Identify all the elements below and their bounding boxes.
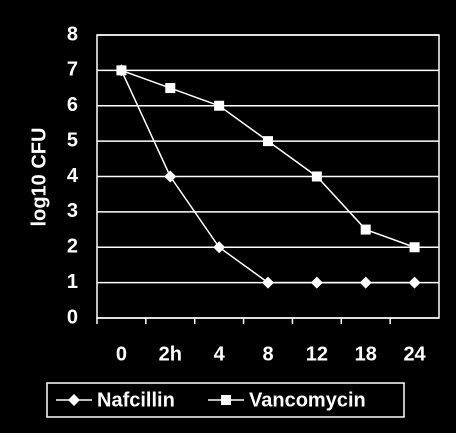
legend-label: Vancomycin [249, 389, 366, 411]
marker [68, 394, 80, 406]
y-tick-label: 6 [67, 94, 78, 116]
x-tick-label: 24 [403, 343, 426, 365]
x-tick-label: 0 [116, 343, 127, 365]
y-tick-label: 4 [67, 165, 79, 187]
marker [164, 170, 177, 183]
marker [263, 136, 273, 147]
y-tick-label: 3 [67, 200, 78, 222]
marker [213, 241, 226, 254]
x-tick-label: 8 [262, 343, 273, 365]
legend-box [46, 382, 405, 418]
marker [408, 276, 421, 289]
y-tick-label: 1 [67, 271, 78, 293]
marker [311, 171, 322, 182]
x-tick-label: 4 [214, 343, 226, 365]
plot-border [96, 34, 440, 319]
marker [262, 276, 274, 289]
y-tick-label: 7 [67, 59, 78, 81]
marker [214, 100, 225, 111]
y-tick-label: 5 [67, 129, 78, 151]
x-tick-label: 2h [159, 343, 182, 365]
marker [359, 276, 372, 289]
marker [360, 224, 371, 235]
marker [116, 65, 127, 76]
legend-label: Nafcillin [97, 389, 175, 411]
y-tick-label: 8 [67, 23, 78, 45]
marker [310, 276, 323, 289]
y-tick-label: 0 [67, 306, 78, 328]
x-tick-label: 12 [306, 343, 328, 365]
y-axis-label: log10 CFU [28, 128, 50, 227]
marker [221, 395, 231, 405]
y-tick-label: 2 [67, 236, 78, 258]
x-tick-label: 18 [355, 343, 377, 365]
marker [409, 242, 420, 253]
marker [165, 83, 176, 94]
